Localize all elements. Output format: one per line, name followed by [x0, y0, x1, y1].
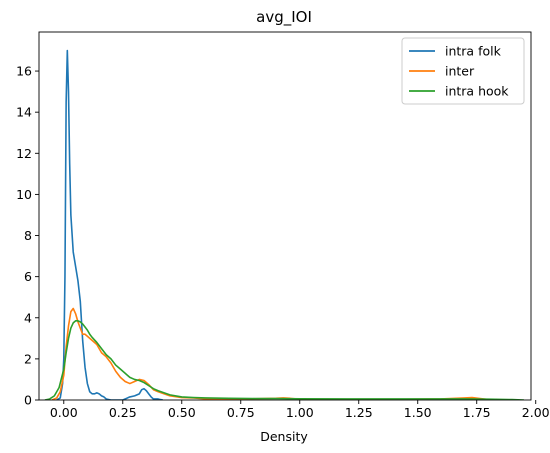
y-tick-label: 8	[24, 228, 32, 243]
y-tick-label: 16	[16, 64, 32, 79]
legend-box	[401, 37, 525, 105]
series-line-intra-hook	[44, 320, 524, 400]
y-tick-label: 14	[16, 105, 32, 120]
x-tick-label: 0.75	[227, 405, 255, 420]
y-tick-label: 4	[24, 310, 32, 325]
legend-label: intra folk	[445, 44, 502, 59]
legend: intra folk inter intra hook	[401, 37, 525, 105]
x-tick-label: 1.25	[345, 405, 373, 420]
series-line-intra-folk	[56, 49, 164, 400]
legend-label: inter	[445, 64, 475, 79]
chart-title: avg_IOI	[256, 8, 312, 27]
legend-label: intra hook	[445, 84, 509, 99]
x-axis-label: Density	[260, 429, 308, 444]
x-tick-label: 0.00	[50, 405, 78, 420]
y-tick-label: 6	[24, 269, 32, 284]
x-tick-label: 1.75	[463, 405, 491, 420]
plot-frame	[38, 31, 532, 401]
y-tick-label: 10	[16, 187, 32, 202]
x-tick-label: 0.25	[109, 405, 137, 420]
y-tick-label: 12	[16, 146, 32, 161]
x-tick-label: 0.50	[168, 405, 196, 420]
y-tick-label: 2	[24, 351, 32, 366]
x-tick-label: 1.00	[286, 405, 314, 420]
y-tick-label: 0	[24, 393, 32, 408]
x-tick-label: 2.00	[522, 405, 550, 420]
x-tick-label: 1.50	[404, 405, 432, 420]
series-line-inter	[51, 307, 489, 400]
